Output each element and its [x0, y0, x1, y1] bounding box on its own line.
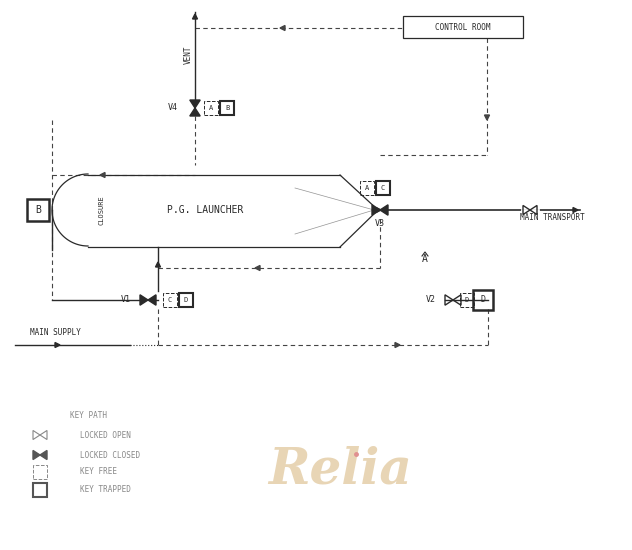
Text: LOCKED CLOSED: LOCKED CLOSED	[80, 450, 140, 459]
Bar	[220, 101, 234, 115]
Polygon shape	[376, 207, 381, 212]
Bar	[360, 181, 374, 195]
Polygon shape	[190, 108, 200, 116]
Bar	[163, 293, 177, 307]
Polygon shape	[190, 100, 200, 108]
Polygon shape	[255, 266, 260, 271]
Bar	[33, 465, 47, 479]
Text: B: B	[35, 205, 41, 215]
Polygon shape	[40, 450, 47, 460]
Polygon shape	[148, 295, 156, 305]
Text: C: C	[168, 297, 172, 303]
Polygon shape	[100, 173, 105, 178]
Bar	[27, 199, 49, 221]
Text: KEY TRAPPED: KEY TRAPPED	[80, 486, 131, 494]
Text: MAIN SUPPLY: MAIN SUPPLY	[30, 328, 81, 337]
Text: V3: V3	[375, 219, 385, 228]
Bar	[473, 290, 493, 310]
Text: A: A	[365, 185, 369, 191]
Polygon shape	[372, 205, 380, 215]
Text: LOCKED OPEN: LOCKED OPEN	[80, 431, 131, 439]
Text: A: A	[422, 254, 428, 264]
Text: MAIN TRANSPORT: MAIN TRANSPORT	[520, 213, 585, 222]
Text: CONTROL ROOM: CONTROL ROOM	[435, 23, 491, 31]
Polygon shape	[395, 343, 400, 348]
Text: D: D	[184, 297, 188, 303]
Polygon shape	[485, 115, 490, 120]
Polygon shape	[33, 450, 40, 460]
Polygon shape	[140, 295, 148, 305]
Bar	[403, 16, 523, 38]
Polygon shape	[380, 205, 388, 215]
Text: KEY FREE: KEY FREE	[80, 468, 117, 476]
Polygon shape	[193, 14, 197, 19]
Bar	[460, 293, 474, 307]
Text: A: A	[209, 105, 213, 111]
Polygon shape	[55, 343, 60, 348]
Text: P.G. LAUNCHER: P.G. LAUNCHER	[167, 205, 243, 215]
Text: V4: V4	[168, 103, 178, 113]
Text: VENT: VENT	[183, 46, 193, 64]
Polygon shape	[155, 262, 161, 267]
Text: V1: V1	[121, 295, 131, 305]
Text: B: B	[225, 105, 229, 111]
Text: D: D	[480, 295, 485, 305]
Text: KEY PATH: KEY PATH	[70, 410, 107, 420]
Text: Relia: Relia	[268, 446, 412, 494]
Bar	[204, 101, 218, 115]
Text: CLOSURE: CLOSURE	[99, 195, 105, 225]
Text: V2: V2	[426, 295, 436, 305]
Bar	[179, 293, 193, 307]
Text: D: D	[465, 297, 469, 303]
Polygon shape	[573, 207, 578, 212]
Bar	[33, 483, 47, 497]
Bar	[376, 181, 390, 195]
Polygon shape	[280, 25, 285, 30]
Text: C: C	[381, 185, 385, 191]
